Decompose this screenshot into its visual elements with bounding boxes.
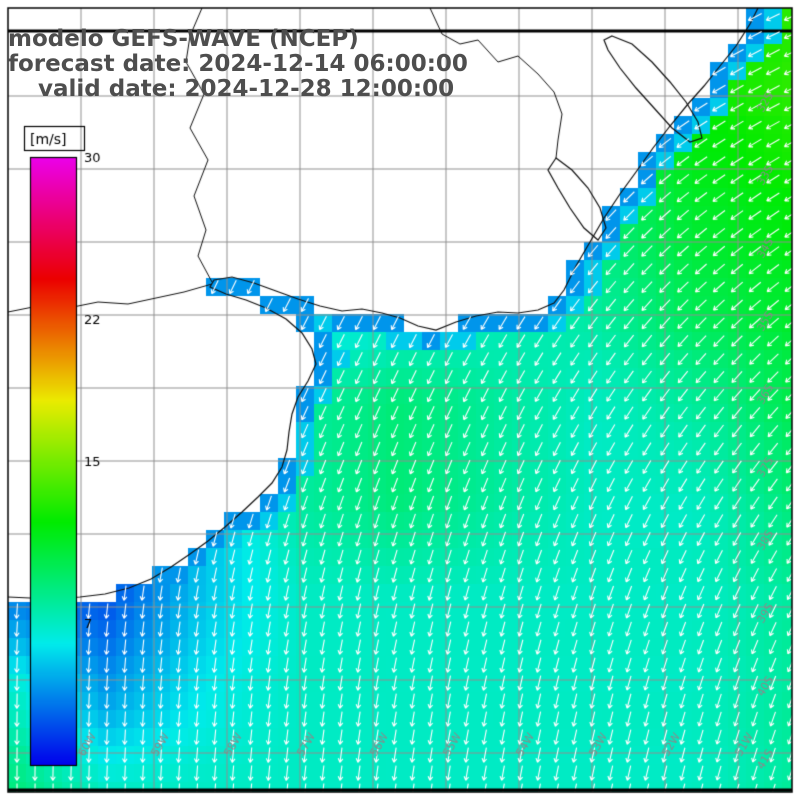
model-title: modelo GEFS-WAVE (NCEP) (8, 26, 359, 52)
forecast-date-line: forecast date: 2024-12-14 06:00:00 (8, 51, 468, 77)
valid-date-line: valid date: 2024-12-28 12:00:00 (38, 76, 455, 102)
